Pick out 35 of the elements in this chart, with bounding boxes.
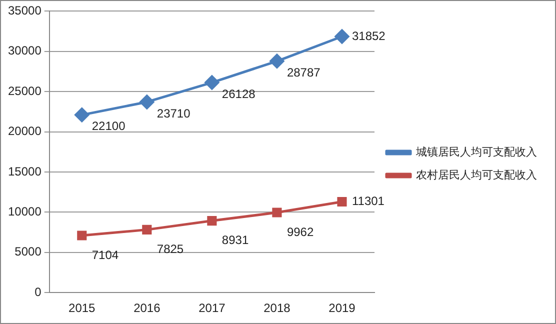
data-label: 22100: [92, 119, 126, 134]
legend-label: 城镇居民人均可支配收入: [415, 146, 537, 159]
point: [142, 224, 152, 234]
point: [207, 216, 217, 226]
data-label: 26128: [222, 86, 256, 101]
point: [77, 230, 87, 240]
point: [334, 29, 350, 44]
x-tick-label: 2017: [198, 301, 226, 316]
data-label: 11301: [352, 194, 385, 208]
x-tick-label: 2018: [264, 301, 291, 316]
y-tick-label: 35000: [8, 4, 42, 18]
point: [272, 208, 282, 218]
x-tick-label: 2016: [134, 301, 161, 316]
point: [337, 196, 347, 207]
y-tick-label: 20000: [8, 124, 42, 138]
x-tick-label: 2015: [68, 301, 96, 316]
y-tick-label: 10000: [8, 204, 42, 219]
point: [74, 108, 90, 122]
x-tick-label: 2019: [328, 301, 356, 316]
y-tick-label: 30000: [8, 44, 42, 58]
point: [140, 94, 154, 110]
data-label: 7104: [92, 248, 119, 262]
y-tick-label: 25000: [8, 84, 42, 98]
data-label: 31852: [352, 28, 386, 43]
data-label: 7825: [156, 242, 184, 256]
y-tick-label: 15000: [8, 164, 42, 178]
data-label: 9962: [286, 224, 314, 239]
data-label: 8931: [222, 233, 249, 248]
point: [270, 54, 284, 68]
data-label: 28787: [286, 65, 321, 80]
y-tick-label: 0: [34, 284, 42, 299]
data-label: 23710: [156, 106, 191, 120]
point: [204, 75, 220, 90]
legend-label: 农村居民人均可支配收入: [416, 168, 537, 182]
y-tick-label: 5000: [14, 244, 42, 259]
